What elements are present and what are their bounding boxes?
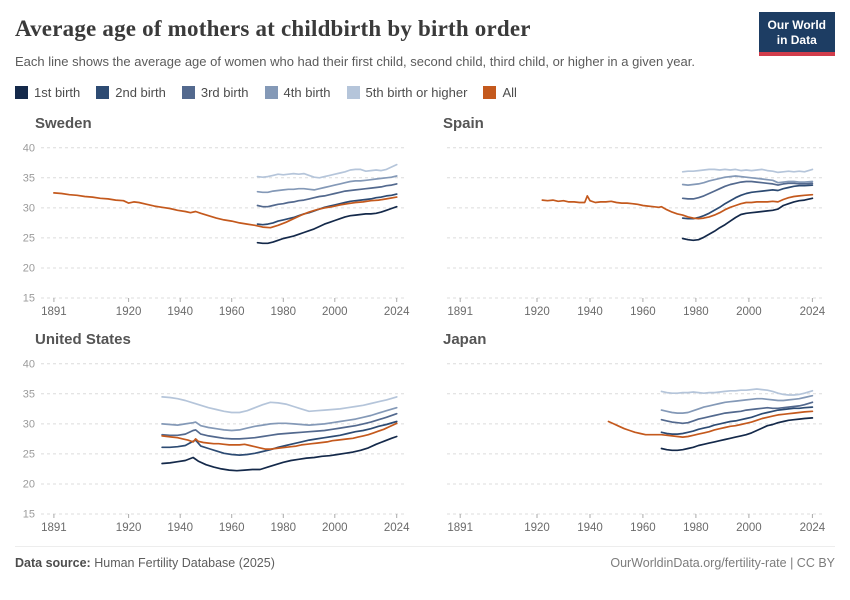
svg-text:1980: 1980 [683,522,709,534]
footer: Data source: Human Fertility Database (2… [15,545,835,570]
footer-license: | CC BY [790,555,835,570]
svg-text:1920: 1920 [524,522,550,534]
footer-attribution: OurWorldinData.org/fertility-rate | CC B… [610,556,835,570]
panel-title-sweden: Sweden [35,114,92,132]
legend-item-1st-birth: 1st birth [15,85,80,100]
page-title: Average age of mothers at childbirth by … [15,16,531,41]
svg-text:2024: 2024 [384,522,410,534]
data-source: Data source: Human Fertility Database (2… [15,556,275,570]
svg-text:1920: 1920 [116,522,142,534]
svg-text:1940: 1940 [167,306,193,318]
legend-swatch-1st-birth [15,85,28,99]
panel-title-japan: Japan [443,330,487,348]
svg-text:1960: 1960 [630,522,656,534]
data-source-value: Human Fertility Database (2025) [94,555,275,570]
legend-item-4th-birth: 4th birth [264,84,331,100]
legend-label-4th-birth: 4th birth [283,84,331,100]
owid-logo-line2: in Data [776,33,817,47]
svg-text:30: 30 [23,418,35,430]
legend-swatch-all [483,85,497,99]
svg-text:2000: 2000 [736,306,762,318]
legend: 1st birth 2nd birth 3rd birth 4th birth … [15,85,835,100]
legend-label-3rd-birth: 3rd birth [200,84,249,100]
legend-item-5th-birth-or-higher: 5th birth or higher [346,84,468,100]
svg-text:1960: 1960 [219,306,245,318]
svg-text:1891: 1891 [447,306,473,318]
line-chart-spain: 1891 1920 1940 1960 1980 2000 2024 [447,146,826,318]
line-chart-japan: 1891 1920 1940 1960 1980 2000 2024 [447,362,826,534]
chart-panel-united-states: United States 15 20 25 30 35 40 1891 1920 1940 19… [15,324,419,540]
legend-swatch-4th-birth [264,85,278,99]
svg-text:1940: 1940 [167,522,193,534]
charts-grid: Sweden 15 20 25 30 35 40 1891 1920 1940 1960 1980 2… [15,108,835,540]
line-chart-sweden: 15 20 25 30 35 40 1891 1920 1940 1960 1980 2000 2024 [23,142,410,318]
panel-title-spain: Spain [443,114,484,132]
owid-logo-line1: Our World [767,18,826,32]
svg-text:25: 25 [23,448,35,460]
svg-text:30: 30 [23,202,35,214]
legend-label-all: All [502,84,517,100]
chart-panel-sweden: Sweden 15 20 25 30 35 40 1891 1920 1940 1960 1980 2… [15,108,419,324]
svg-text:1960: 1960 [630,306,656,318]
chart-subtitle: Each line shows the average age of women… [15,54,695,69]
svg-text:2024: 2024 [800,306,826,318]
line-chart-united-states: 15 20 25 30 35 40 1891 1920 1940 1960 1980 2000 2024 [23,358,410,534]
svg-text:1891: 1891 [447,522,473,534]
svg-text:1891: 1891 [41,306,67,318]
svg-text:2024: 2024 [800,522,826,534]
svg-text:35: 35 [23,172,35,184]
svg-text:1980: 1980 [271,306,297,318]
svg-text:1980: 1980 [683,306,709,318]
svg-text:1940: 1940 [577,306,603,318]
owid-logo: Our World in Data [758,12,835,56]
svg-text:25: 25 [23,232,35,244]
legend-item-all: All [483,84,517,100]
svg-text:2000: 2000 [322,522,348,534]
panel-title-united-states: United States [35,330,131,348]
footer-url-link[interactable]: OurWorldinData.org/fertility-rate [610,555,787,570]
chart-panel-spain: Spain 1891 1920 1940 1960 1980 2000 2024 [431,108,835,324]
svg-text:2000: 2000 [322,306,348,318]
legend-swatch-3rd-birth [181,85,195,99]
svg-text:15: 15 [23,508,35,520]
legend-label-2nd-birth: 2nd birth [115,84,166,100]
legend-label-5th-birth-or-higher: 5th birth or higher [365,84,468,100]
svg-text:40: 40 [23,358,35,370]
legend-item-2nd-birth: 2nd birth [96,85,166,100]
svg-text:20: 20 [23,478,35,490]
legend-label-1st-birth: 1st birth [34,84,81,100]
svg-text:1980: 1980 [271,522,297,534]
legend-item-3rd-birth: 3rd birth [181,84,249,100]
svg-text:15: 15 [23,292,35,304]
data-source-label: Data source: [15,555,91,570]
svg-text:20: 20 [23,262,35,274]
legend-swatch-2nd-birth [96,85,110,99]
svg-text:40: 40 [23,142,35,154]
svg-text:35: 35 [23,388,35,400]
legend-swatch-5th-birth-or-higher [346,85,360,99]
svg-text:2000: 2000 [736,522,762,534]
chart-panel-japan: Japan 1891 1920 1940 1960 1980 2000 2024 [431,324,835,540]
svg-text:1891: 1891 [41,522,67,534]
svg-text:1960: 1960 [219,522,245,534]
svg-text:1920: 1920 [524,306,550,318]
svg-text:2024: 2024 [384,306,410,318]
svg-text:1940: 1940 [577,522,603,534]
svg-text:1920: 1920 [116,306,142,318]
